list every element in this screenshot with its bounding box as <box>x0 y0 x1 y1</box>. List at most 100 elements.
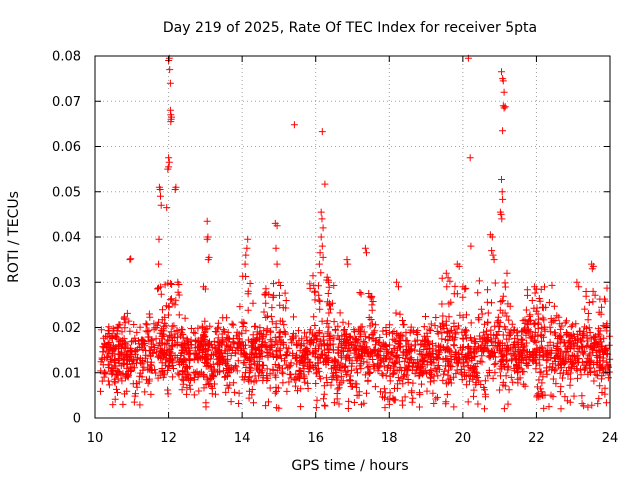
data-point <box>395 358 403 366</box>
data-point <box>157 290 165 298</box>
data-point <box>312 404 320 412</box>
data-point <box>280 321 288 329</box>
data-point <box>443 283 451 291</box>
data-point <box>567 332 575 340</box>
data-point <box>405 362 413 370</box>
data-point <box>276 291 283 299</box>
data-point <box>288 332 296 340</box>
data-point <box>160 350 168 358</box>
data-point <box>500 88 508 96</box>
data-point <box>487 326 495 334</box>
data-point <box>368 306 376 314</box>
data-point <box>272 373 280 381</box>
data-point <box>364 364 372 372</box>
data-point <box>156 371 164 379</box>
data-point <box>435 355 443 363</box>
data-point <box>417 363 425 371</box>
data-point <box>281 329 289 337</box>
data-point <box>195 387 203 395</box>
data-point <box>444 378 452 386</box>
data-point <box>465 371 473 379</box>
y-tick-label: 0.01 <box>52 366 81 381</box>
data-point <box>227 343 235 351</box>
data-point <box>111 375 119 383</box>
data-point <box>345 320 353 328</box>
data-point <box>367 294 375 302</box>
data-point <box>292 382 299 390</box>
data-point <box>358 401 365 409</box>
data-point <box>481 377 489 385</box>
data-point <box>505 316 513 324</box>
data-point <box>534 383 541 391</box>
data-point <box>325 309 333 317</box>
data-point <box>385 400 393 408</box>
data-point <box>514 369 521 377</box>
data-point <box>267 313 275 321</box>
data-point <box>315 291 323 299</box>
data-point <box>594 325 602 333</box>
data-point <box>155 351 163 359</box>
data-point <box>530 304 538 312</box>
data-point <box>144 328 152 336</box>
data-point <box>556 388 564 396</box>
data-point <box>443 345 451 353</box>
data-point <box>150 320 158 328</box>
data-point <box>363 389 370 397</box>
data-point <box>328 365 335 373</box>
data-point <box>244 235 252 243</box>
data-point <box>256 346 264 354</box>
data-point <box>528 297 536 304</box>
data-point <box>224 328 232 336</box>
data-point <box>407 323 415 331</box>
data-point <box>508 355 516 363</box>
data-point <box>551 354 558 362</box>
data-point <box>451 351 459 358</box>
data-point <box>581 347 589 355</box>
data-point <box>306 326 314 334</box>
data-point <box>183 348 191 356</box>
data-point <box>240 318 248 326</box>
data-point <box>211 328 219 335</box>
data-point <box>167 280 175 287</box>
data-point <box>287 371 295 378</box>
data-point <box>109 364 117 372</box>
data-point <box>365 334 373 341</box>
data-point <box>144 365 152 373</box>
data-point <box>239 323 247 330</box>
data-point <box>459 335 467 343</box>
data-point <box>479 334 487 342</box>
data-point <box>385 329 393 337</box>
data-point <box>511 340 519 348</box>
data-point <box>497 210 505 218</box>
data-point <box>505 345 512 353</box>
data-point <box>535 376 543 384</box>
data-point <box>325 283 333 291</box>
data-point <box>113 323 121 331</box>
data-point <box>531 328 539 336</box>
data-point <box>491 279 499 287</box>
data-point <box>328 376 336 383</box>
data-point <box>400 372 407 380</box>
data-point <box>442 346 449 354</box>
data-point <box>128 338 135 346</box>
data-point <box>521 319 529 327</box>
data-point <box>133 328 141 336</box>
data-point <box>312 380 320 387</box>
data-point <box>246 387 253 395</box>
data-point <box>320 382 328 390</box>
data-point <box>412 366 420 374</box>
data-point <box>473 369 481 377</box>
data-point <box>412 329 420 336</box>
data-point <box>342 355 350 363</box>
data-point <box>459 293 467 301</box>
data-point <box>566 398 574 406</box>
data-point <box>564 344 572 352</box>
data-point <box>531 289 539 297</box>
data-point <box>533 393 541 401</box>
data-point <box>126 327 134 335</box>
data-point <box>319 253 327 261</box>
data-point <box>422 313 429 320</box>
data-point <box>490 360 498 368</box>
data-point <box>438 335 446 343</box>
